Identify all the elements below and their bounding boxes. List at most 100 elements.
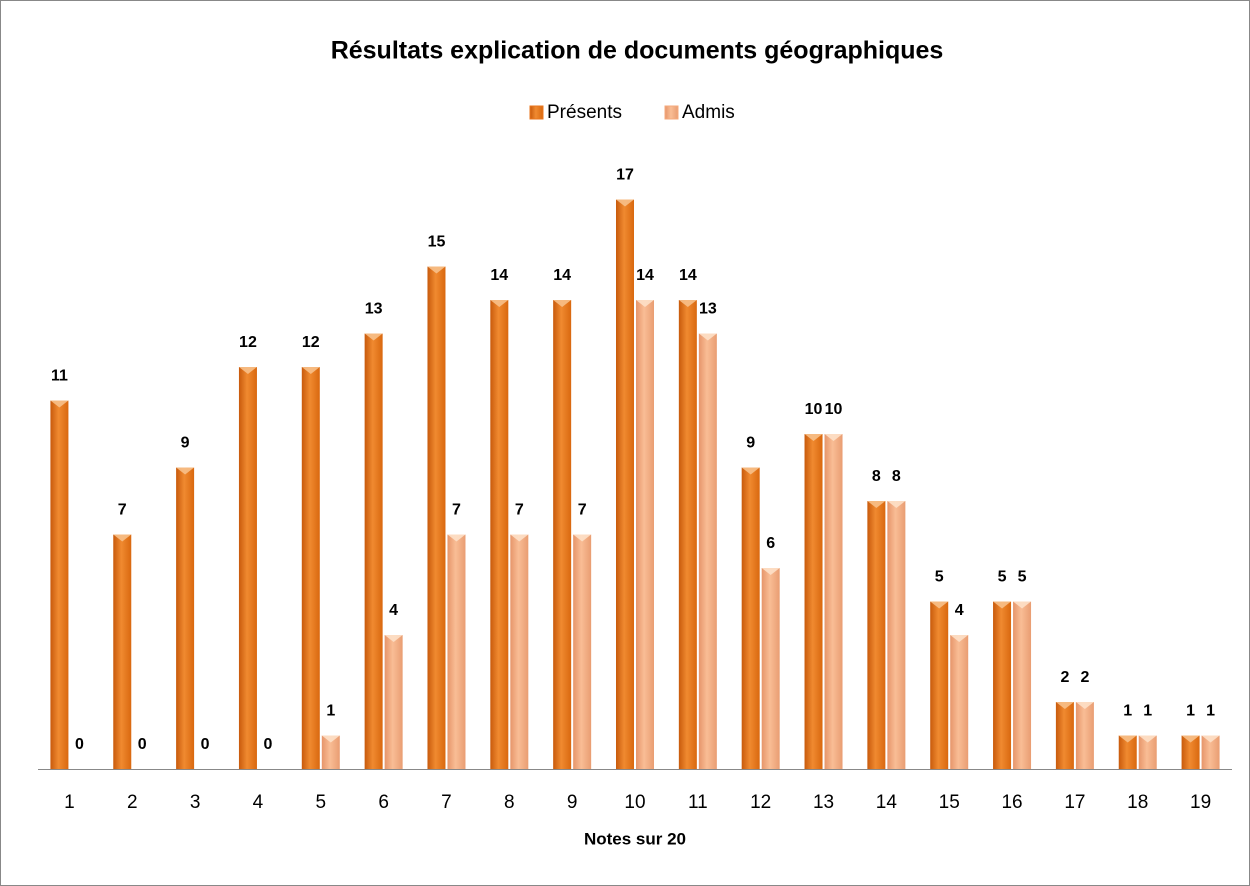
bar [427,266,446,769]
bar [50,400,69,769]
bar [616,199,634,769]
legend-label: Admis [682,102,735,123]
x-tick-label: 14 [876,792,898,813]
legend-swatch [664,105,679,120]
data-label: 14 [679,267,697,284]
bar-cap [678,300,697,307]
bar-cap [553,300,572,307]
data-label: 9 [746,435,755,452]
data-label: 5 [1018,569,1027,586]
data-label: 13 [365,301,383,318]
bar [364,333,383,769]
x-tick-label: 3 [190,792,201,813]
bar [698,333,717,769]
x-tick-label: 9 [567,792,578,813]
bar [510,534,529,769]
bar [238,367,257,769]
bar-cap [824,434,843,441]
bar [950,635,969,769]
bar-cap [867,501,886,508]
data-label: 6 [766,535,775,552]
data-label: 7 [452,502,461,519]
bar-cap [616,199,634,207]
bar [636,300,654,769]
x-tick-label: 15 [939,792,960,813]
bar [1055,702,1074,769]
bar [176,467,195,769]
bar-cap [301,367,320,374]
data-label: 1 [1143,703,1152,720]
data-label: 17 [616,167,634,184]
x-tick-label: 13 [813,792,834,813]
data-label: 8 [872,468,881,485]
bar-cap [698,333,717,341]
bar [301,367,320,769]
bar-cap [176,467,195,475]
data-label: 0 [201,736,210,753]
bar-cap [50,400,69,408]
legend-swatch [529,105,544,120]
bar [1181,735,1200,769]
x-tick-label: 17 [1064,792,1085,813]
bar-cap [321,735,340,743]
x-tick-label: 18 [1127,792,1148,813]
bar [447,534,466,769]
bar-cap [113,534,132,542]
bar [678,300,697,769]
bar [804,434,823,769]
bar [993,601,1012,769]
x-tick-label: 12 [750,792,771,813]
bar [867,501,886,769]
data-label: 4 [389,602,398,619]
bar-cap [364,333,383,341]
bar-cap [573,534,592,542]
bar-cap [950,635,969,642]
data-label: 2 [1060,669,1069,686]
bar [113,534,132,769]
bar-cap [804,434,823,441]
bar [1013,601,1032,769]
bar-cap [636,300,654,307]
x-tick-label: 7 [441,792,452,813]
bar-cap [447,534,466,542]
data-label: 14 [553,267,571,284]
data-label: 13 [699,301,717,318]
bar [824,434,843,769]
data-label: 7 [118,502,127,519]
x-tick-label: 8 [504,792,515,813]
x-tick-label: 11 [688,792,708,813]
bar-cap [510,534,529,542]
bar-cap [238,367,257,374]
data-label: 14 [490,267,508,284]
bar [1075,702,1094,769]
bar-cap [384,635,403,642]
x-tick-label: 2 [127,792,138,813]
data-label: 7 [515,502,524,519]
bar [384,635,403,769]
bar-cap [1118,735,1137,743]
data-label: 1 [1206,703,1215,720]
data-label: 0 [138,736,147,753]
x-tick-label: 5 [316,792,327,813]
data-label: 10 [805,401,823,418]
data-label: 5 [935,569,944,586]
x-tick-label: 6 [378,792,389,813]
data-label: 1 [1123,703,1132,720]
bar [887,501,906,769]
x-tick-label: 4 [253,792,264,813]
data-label: 12 [239,334,257,351]
x-tick-label: 19 [1190,792,1211,813]
bar-cap [490,300,509,307]
x-tick-label: 10 [624,792,645,813]
bar [490,300,509,769]
bar [1118,735,1137,769]
bar-cap [1201,735,1220,743]
bar [553,300,572,769]
bar-cap [1075,702,1094,709]
bar-cap [741,467,760,475]
bar-cap [993,601,1012,609]
data-label: 5 [998,569,1007,586]
bar [321,735,340,769]
data-label: 10 [825,401,843,418]
x-axis-title: Notes sur 20 [584,829,686,848]
